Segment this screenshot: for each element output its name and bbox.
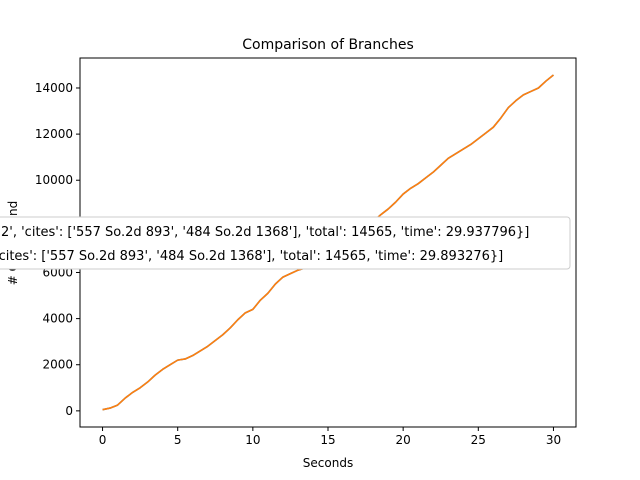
y-tick-label: 2000: [42, 358, 73, 372]
x-tick-label: 30: [546, 433, 561, 447]
legend-entry-1: 2', 'cites': ['557 So.2d 893', '484 So.2…: [1, 225, 529, 240]
x-tick-label: 15: [320, 433, 335, 447]
x-tick-label: 10: [245, 433, 260, 447]
y-tick-label: 12000: [35, 127, 73, 141]
legend-frame: [0, 216, 571, 270]
x-axis-ticks: 0 5 10 15 20 25 30: [99, 427, 561, 447]
x-axis-label: Seconds: [303, 456, 353, 470]
x-tick-label: 0: [99, 433, 107, 447]
legend: 2', 'cites': ['557 So.2d 893', '484 So.2…: [0, 216, 571, 270]
x-tick-label: 20: [396, 433, 411, 447]
y-tick-label: 14000: [35, 81, 73, 95]
y-tick-label: 4000: [42, 312, 73, 326]
legend-entry-2: 'cites': ['557 So.2d 893', '484 So.2d 13…: [0, 249, 503, 264]
y-tick-label: 10000: [35, 173, 73, 187]
x-tick-label: 25: [471, 433, 486, 447]
chart-title: Comparison of Branches: [242, 37, 414, 53]
x-tick-label: 5: [174, 433, 182, 447]
y-tick-label: 0: [65, 404, 73, 418]
